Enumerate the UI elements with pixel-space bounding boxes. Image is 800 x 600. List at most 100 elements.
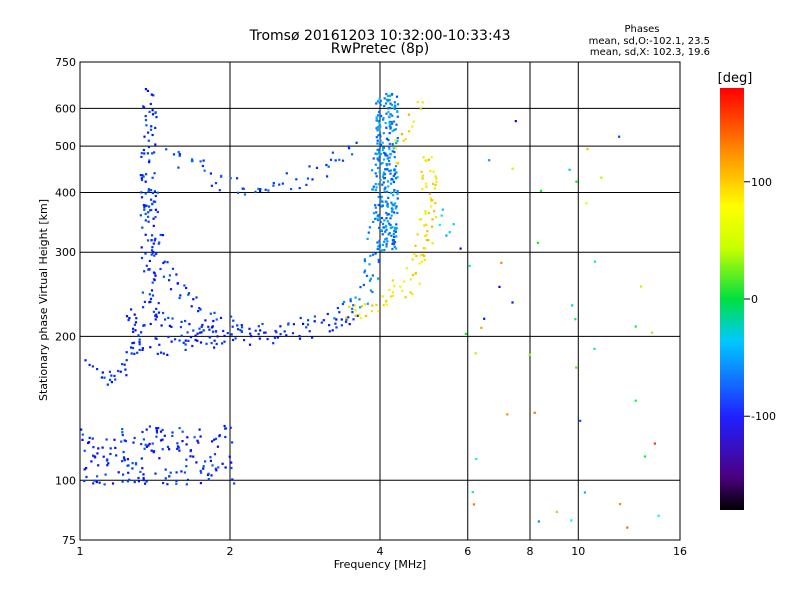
- data-point: [396, 139, 399, 143]
- data-point: [157, 302, 160, 305]
- data-point: [141, 291, 144, 294]
- y-axis-label: Stationary phase Virtual Height [km]: [37, 199, 50, 401]
- data-point: [382, 158, 386, 161]
- data-point: [388, 159, 391, 163]
- data-point: [230, 333, 233, 336]
- data-point: [383, 105, 386, 108]
- data-point: [243, 193, 247, 196]
- data-point: [258, 337, 261, 340]
- x-tick-label: 1: [77, 545, 84, 558]
- data-point: [180, 470, 183, 473]
- colorbar-tick-label: 0: [751, 293, 758, 306]
- data-point: [375, 116, 378, 119]
- data-point: [498, 285, 501, 288]
- data-point: [170, 340, 173, 343]
- colorbar-label: [deg]: [718, 71, 753, 86]
- data-point: [395, 226, 398, 230]
- data-point: [83, 449, 86, 452]
- data-point: [176, 447, 179, 450]
- data-point: [474, 352, 477, 355]
- data-point: [334, 159, 337, 162]
- data-point: [184, 339, 187, 342]
- data-point: [147, 211, 150, 214]
- data-point: [154, 252, 158, 255]
- data-point: [278, 183, 281, 186]
- data-point: [393, 150, 396, 154]
- data-point: [593, 347, 596, 350]
- data-point: [619, 503, 622, 506]
- data-point: [435, 177, 438, 180]
- data-point: [334, 322, 337, 325]
- data-point: [128, 317, 131, 320]
- data-point: [388, 120, 391, 123]
- y-tick-label: 600: [55, 102, 76, 115]
- data-point: [139, 470, 142, 473]
- data-point: [378, 148, 381, 151]
- data-point: [153, 172, 156, 175]
- data-point: [214, 437, 218, 440]
- data-point: [175, 273, 178, 276]
- data-point: [150, 93, 153, 96]
- data-point: [202, 159, 205, 162]
- data-point: [178, 154, 181, 157]
- data-point: [369, 254, 372, 257]
- data-point: [154, 472, 157, 475]
- data-point: [155, 116, 158, 119]
- data-point: [653, 442, 656, 445]
- data-point: [181, 440, 184, 443]
- data-point: [259, 188, 262, 191]
- data-point: [385, 245, 388, 248]
- data-point: [195, 296, 198, 299]
- data-point: [261, 322, 264, 326]
- data-point: [381, 148, 384, 152]
- data-point: [441, 208, 444, 211]
- data-point: [198, 307, 201, 310]
- data-point: [187, 293, 190, 296]
- data-point: [151, 246, 154, 249]
- data-point: [104, 473, 107, 476]
- data-point: [348, 323, 351, 326]
- data-point: [273, 336, 276, 339]
- data-point: [384, 152, 387, 155]
- data-point: [155, 435, 158, 438]
- data-point: [229, 426, 232, 429]
- data-point: [168, 448, 171, 451]
- data-point: [387, 233, 390, 236]
- data-point: [419, 218, 423, 221]
- data-point: [376, 139, 379, 142]
- data-point: [378, 192, 381, 195]
- data-point: [383, 187, 386, 191]
- data-point: [348, 305, 351, 308]
- data-point: [468, 264, 471, 267]
- data-point: [200, 331, 203, 334]
- data-point: [435, 180, 438, 183]
- data-point: [196, 332, 199, 335]
- data-point: [290, 188, 293, 191]
- data-point: [391, 242, 394, 245]
- data-point: [351, 153, 354, 156]
- data-point: [147, 190, 150, 193]
- data-point: [374, 163, 377, 166]
- data-point: [154, 111, 157, 115]
- data-point: [471, 491, 474, 494]
- data-point: [150, 253, 153, 256]
- data-point: [459, 247, 462, 250]
- data-point: [103, 483, 106, 486]
- data-point: [424, 210, 427, 213]
- data-point: [177, 446, 180, 449]
- colorbar-ticks: -100 0 100: [744, 176, 776, 423]
- data-point: [626, 526, 629, 529]
- data-point: [138, 340, 141, 344]
- data-point: [393, 101, 396, 104]
- data-point: [154, 143, 157, 146]
- data-point: [500, 261, 503, 264]
- data-point: [147, 220, 150, 223]
- data-point: [202, 467, 205, 470]
- data-point: [152, 310, 155, 313]
- data-point: [213, 453, 217, 456]
- data-point: [213, 311, 216, 314]
- data-point: [197, 441, 200, 444]
- data-point: [390, 103, 393, 107]
- data-point: [168, 475, 171, 478]
- data-point: [81, 433, 84, 436]
